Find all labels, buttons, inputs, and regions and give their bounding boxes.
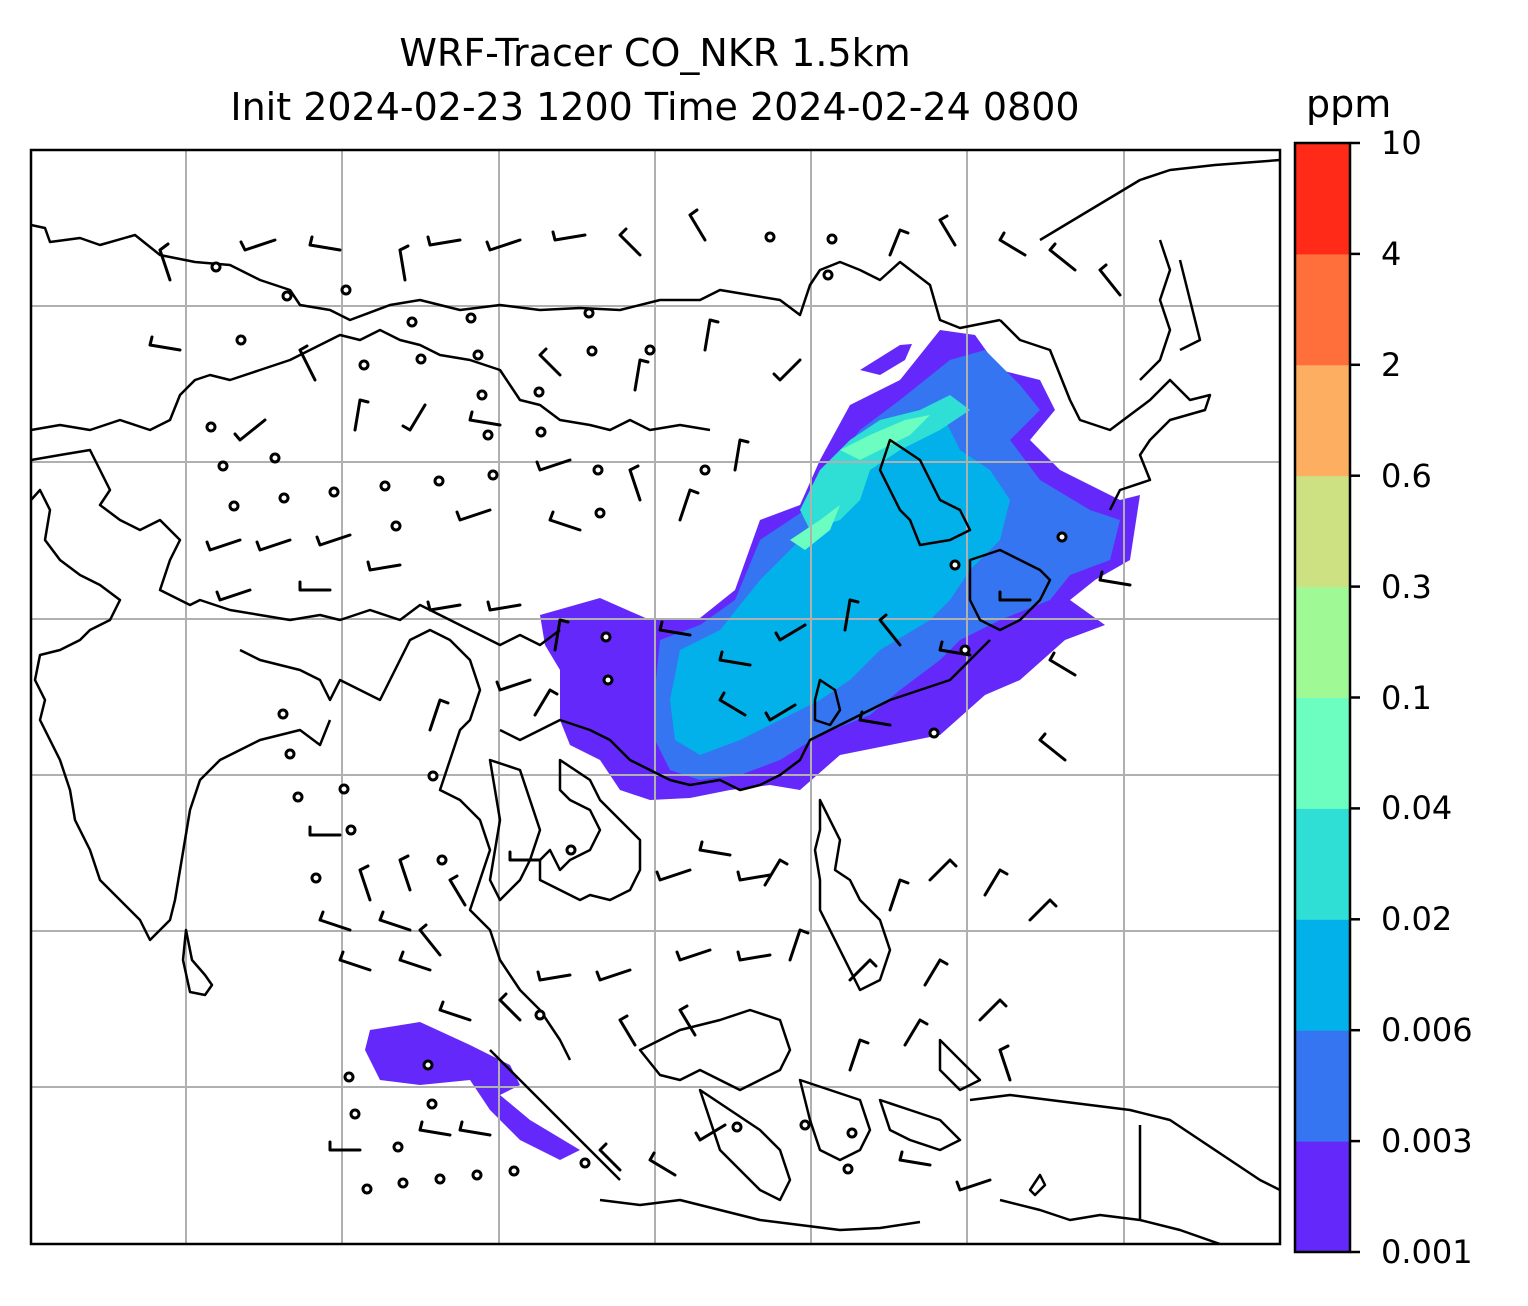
graticule: [31, 150, 1280, 1244]
colorbar-tick-label: 4: [1381, 234, 1402, 273]
calm-wind-markers: [205, 231, 1068, 1195]
map-frame: [29, 148, 1282, 1246]
coastlines: [31, 158, 1280, 1244]
colorbar-segment: [1295, 1030, 1350, 1142]
colorbar-segment: [1295, 697, 1350, 809]
colorbar-tick-label: 10: [1381, 124, 1422, 162]
colorbar-segment: [1295, 253, 1350, 366]
colorbar-segment: [1295, 143, 1350, 255]
colorbar-tick-label: 0.02: [1381, 900, 1453, 939]
colorbar: [1293, 141, 1360, 1254]
colorbar-segment: [1295, 808, 1350, 920]
colorbar-segment: [1295, 586, 1350, 698]
colorbar-unit-label: ppm: [1306, 82, 1392, 126]
colorbar-segment: [1295, 1141, 1350, 1253]
colorbar-segment: [1295, 475, 1350, 588]
colorbar-tick-label: 2: [1381, 345, 1402, 384]
tracer-field: [365, 330, 1140, 1160]
plume-level-0.02: [800, 395, 970, 530]
plume-level-0.04-b: [790, 505, 840, 550]
colorbar-segment: [1295, 364, 1350, 477]
colorbar-tick-label: 0.1: [1381, 678, 1432, 717]
colorbar-tick-label: 0.001: [1381, 1233, 1473, 1271]
colorbar-segment: [1295, 919, 1350, 1031]
plume-level-0.001-north: [860, 344, 912, 375]
plume-level-0.006: [670, 410, 1010, 755]
plot-title-line1: WRF-Tracer CO_NKR 1.5km: [399, 31, 911, 75]
colorbar-tick-label: 0.6: [1381, 456, 1432, 495]
plot-title-line2: Init 2024-02-23 1200 Time 2024-02-24 080…: [230, 85, 1080, 129]
plume-level-0.001-south: [365, 1022, 580, 1160]
colorbar-tick-label: 0.006: [1381, 1011, 1473, 1050]
plume-level-0.04: [840, 415, 930, 460]
wind-barbs: [148, 208, 1132, 1192]
colorbar-tick-label: 0.04: [1381, 789, 1453, 828]
colorbar-tick-label: 0.003: [1381, 1122, 1473, 1161]
colorbar-tick-label: 0.3: [1381, 567, 1432, 606]
